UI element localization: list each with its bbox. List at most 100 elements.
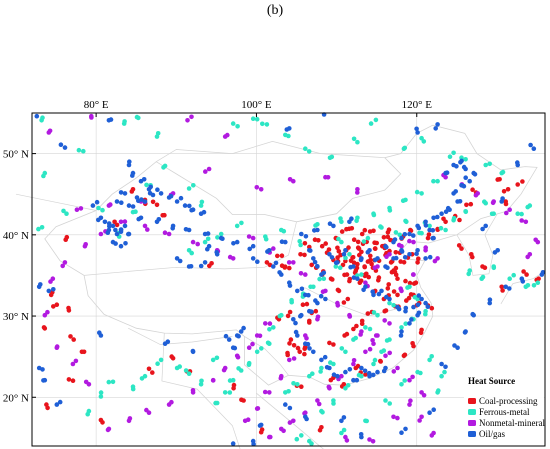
data-point [367, 346, 373, 352]
data-point [395, 276, 400, 282]
data-point [341, 300, 347, 305]
data-point [47, 128, 53, 134]
data-point [427, 357, 432, 363]
data-point [254, 259, 260, 265]
data-point [338, 216, 343, 221]
data-point [482, 265, 488, 271]
data-point [387, 401, 393, 406]
data-point [66, 377, 72, 382]
data-point [351, 275, 357, 280]
data-point [393, 255, 399, 261]
data-point [419, 191, 424, 196]
data-point [286, 260, 292, 265]
data-point [427, 410, 432, 416]
data-point [382, 318, 388, 323]
data-point [325, 175, 331, 180]
data-point [351, 358, 357, 363]
data-point [356, 372, 362, 378]
data-point [409, 317, 414, 322]
data-point [335, 245, 340, 251]
data-point [185, 118, 190, 123]
data-point [369, 261, 374, 267]
data-point [350, 254, 356, 260]
data-point [361, 239, 367, 244]
data-point [419, 296, 424, 302]
data-point [205, 236, 211, 242]
data-point [386, 282, 392, 287]
data-point [169, 354, 174, 359]
data-point [370, 338, 375, 343]
data-point [313, 308, 319, 314]
data-point [210, 357, 216, 363]
data-point [363, 280, 368, 286]
data-point [335, 287, 341, 293]
data-point [169, 399, 174, 405]
data-point [461, 183, 467, 189]
data-point [263, 321, 268, 326]
data-point [421, 139, 427, 144]
data-point [362, 227, 368, 233]
data-point [183, 227, 189, 232]
data-point [429, 433, 435, 438]
data-point [113, 241, 118, 246]
data-point [73, 358, 79, 364]
data-point [268, 434, 273, 440]
data-point [177, 364, 182, 369]
data-point [293, 329, 299, 335]
data-point [348, 264, 353, 270]
data-point [353, 335, 359, 341]
data-point [162, 163, 168, 169]
data-point [58, 142, 64, 147]
data-point [195, 241, 200, 247]
data-point [307, 244, 312, 250]
data-point [156, 217, 162, 222]
data-point [386, 227, 392, 232]
data-point [246, 234, 252, 239]
data-point [114, 199, 120, 204]
data-point [213, 400, 218, 406]
data-point [148, 184, 153, 190]
data-point [412, 294, 418, 300]
data-point [202, 260, 208, 265]
data-point [207, 263, 212, 269]
data-point [447, 154, 453, 159]
data-point [480, 274, 486, 280]
map-frame [31, 112, 546, 447]
data-point [314, 263, 320, 269]
data-point [288, 337, 294, 342]
data-point [423, 223, 429, 228]
data-point [373, 257, 378, 263]
data-point [393, 230, 399, 235]
data-point [250, 243, 256, 249]
data-point [205, 231, 211, 236]
data-point [431, 407, 437, 413]
data-point [406, 295, 412, 301]
data-point [354, 323, 359, 329]
data-point [158, 191, 164, 196]
data-point [241, 325, 246, 331]
data-point [343, 386, 348, 391]
data-point [265, 340, 271, 346]
data-point [182, 203, 188, 208]
data-point [339, 346, 345, 351]
data-point [118, 190, 124, 195]
data-point [34, 113, 40, 119]
data-point [40, 115, 45, 120]
axis-ticks: 80° E 100° E 120° E 50° N 40° N 30° N 20° N [3, 99, 432, 404]
data-point [366, 274, 372, 280]
boundary-line-3 [161, 333, 241, 449]
data-point [515, 182, 520, 187]
data-point [278, 375, 284, 381]
data-point [367, 437, 372, 442]
data-point [45, 309, 50, 315]
data-point [503, 201, 509, 207]
data-point [363, 372, 368, 377]
data-point [336, 236, 341, 242]
data-point [286, 389, 291, 394]
boundary-line-4 [256, 392, 324, 449]
data-point [127, 416, 133, 421]
data-point [416, 293, 422, 298]
data-point [427, 254, 433, 260]
data-point [391, 414, 396, 420]
data-point [408, 292, 414, 297]
